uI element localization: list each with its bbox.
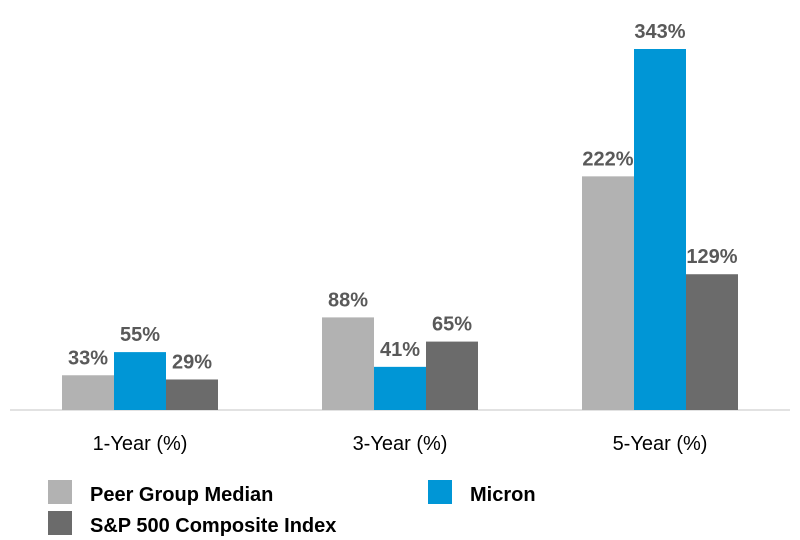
bar-value-label: 343% bbox=[634, 21, 685, 43]
bar-3-3 bbox=[686, 274, 738, 410]
bars-group bbox=[62, 49, 738, 410]
bar-value-label: 129% bbox=[686, 246, 737, 268]
bar-3-1 bbox=[166, 379, 218, 410]
bar-3-2 bbox=[426, 341, 478, 410]
bar-value-label: 65% bbox=[432, 314, 472, 336]
bar-2-2 bbox=[374, 366, 426, 410]
bar-value-label: 33% bbox=[68, 347, 108, 369]
bar-value-label: 222% bbox=[582, 148, 633, 170]
bar-value-labels: 33% 55% 29% 88% 41% 65% 222% 343% 129% bbox=[68, 21, 738, 373]
bar-1-1 bbox=[62, 375, 114, 410]
category-label: 5-Year (%) bbox=[613, 433, 708, 455]
category-label: 3-Year (%) bbox=[353, 433, 448, 455]
bar-value-label: 29% bbox=[172, 351, 212, 373]
legend: Peer Group Median Micron S&P 500 Composite… bbox=[48, 480, 536, 537]
bar-value-label: 88% bbox=[328, 289, 368, 311]
bar-1-3 bbox=[582, 176, 634, 410]
category-label: 1-Year (%) bbox=[93, 433, 188, 455]
legend-swatch bbox=[48, 480, 72, 504]
bar-1-2 bbox=[322, 317, 374, 410]
legend-swatch bbox=[428, 480, 452, 504]
bar-2-1 bbox=[114, 352, 166, 410]
category-labels: 1-Year (%) 3-Year (%) 5-Year (%) bbox=[93, 433, 708, 455]
legend-swatch bbox=[48, 511, 72, 535]
bar-value-label: 55% bbox=[120, 324, 160, 346]
legend-label: S&P 500 Composite Index bbox=[90, 515, 336, 537]
bar-value-label: 41% bbox=[380, 339, 420, 361]
legend-label: Peer Group Median bbox=[90, 484, 273, 506]
bar-2-3 bbox=[634, 49, 686, 410]
legend-label: Micron bbox=[470, 484, 536, 506]
